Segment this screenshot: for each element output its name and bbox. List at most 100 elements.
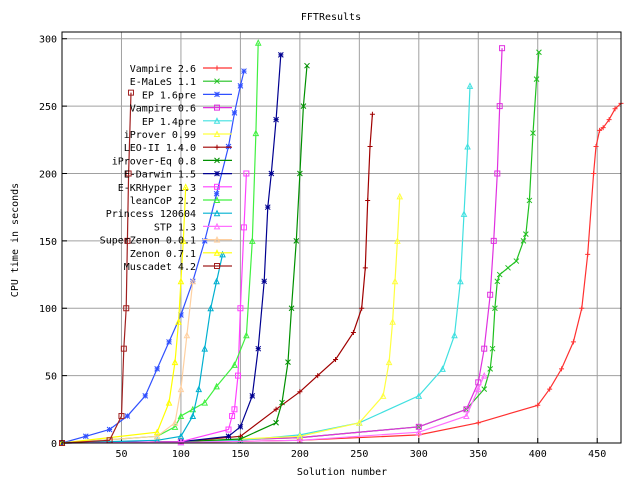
point-triangle — [385, 358, 393, 366]
point-triangle — [389, 318, 396, 325]
legend-label: Vampire 0.6 — [130, 104, 196, 115]
point-triangle — [451, 331, 458, 339]
point-asterisk — [213, 190, 220, 197]
point-triangle — [165, 398, 173, 406]
point-square — [229, 413, 236, 420]
point-x — [279, 399, 285, 406]
point-triangle — [171, 423, 179, 430]
series-line — [61, 173, 247, 444]
point-square — [125, 170, 132, 177]
x-tick-label: 300 — [410, 449, 428, 460]
chart-title: FFTResults — [301, 12, 361, 23]
point-plus — [237, 433, 243, 439]
point-triangle — [396, 192, 404, 200]
point-triangle — [180, 237, 187, 244]
point-triangle — [207, 304, 214, 312]
legend-label: SuperZenon 0.0.1 — [100, 236, 196, 247]
point-x — [494, 278, 501, 285]
point-plus — [579, 305, 585, 311]
series-6 — [58, 192, 404, 446]
point-plus — [273, 406, 279, 412]
point-asterisk — [237, 83, 244, 89]
x-tick-label: 400 — [529, 449, 547, 460]
point-plus — [606, 117, 612, 123]
point-triangle — [213, 209, 221, 217]
point-plus — [369, 111, 375, 117]
point-square — [118, 413, 125, 420]
x-tick-label: 450 — [588, 449, 606, 460]
point-triangle — [189, 277, 197, 285]
point-triangle — [252, 129, 260, 137]
legend: Vampire 2.6 E-MaLeS 1.1 EP 1.6pre Vampire 0… — [100, 64, 232, 273]
legend-label: E-Darwin 1.5 — [124, 170, 196, 181]
point-square — [481, 345, 488, 352]
series-line — [61, 48, 503, 444]
point-triangle — [153, 428, 161, 436]
grid-lines — [62, 32, 621, 443]
point-plus — [612, 106, 618, 112]
point-asterisk — [124, 413, 131, 419]
point-x — [214, 157, 220, 164]
point-x — [285, 359, 291, 366]
point-square — [243, 170, 250, 177]
point-triangle — [213, 249, 221, 256]
point-square — [214, 183, 220, 190]
point-square — [235, 372, 242, 379]
series-3 — [59, 68, 247, 446]
point-triangle — [464, 142, 471, 150]
legend-label: LEO-II 1.4.0 — [124, 143, 196, 154]
point-square — [124, 237, 131, 244]
series-15 — [58, 183, 190, 446]
point-triangle — [177, 438, 185, 446]
legend-label: Zenon 0.7.1 — [130, 249, 196, 260]
point-x — [304, 62, 310, 69]
point-triangle — [379, 392, 387, 399]
point-plus — [214, 144, 220, 150]
point-triangle — [171, 419, 179, 426]
point-triangle — [415, 428, 423, 436]
point-triangle — [254, 39, 262, 46]
point-square — [496, 103, 503, 110]
series-line — [61, 186, 187, 444]
point-square — [240, 224, 247, 231]
legend-label: Vampire 2.6 — [130, 64, 196, 75]
point-x — [505, 264, 511, 271]
point-asterisk — [231, 109, 238, 116]
point-x — [297, 170, 303, 177]
point-triangle — [177, 277, 185, 285]
legend-label: Muscadet 4.2 — [124, 262, 196, 273]
point-asterisk — [214, 91, 220, 98]
point-plus — [365, 197, 371, 203]
point-triangle — [231, 361, 238, 368]
point-triangle — [394, 237, 401, 244]
point-triangle — [415, 392, 423, 399]
point-triangle — [219, 250, 226, 258]
y-tick-label: 300 — [39, 35, 57, 46]
point-x — [522, 231, 529, 237]
point-triangle — [201, 345, 209, 352]
series-layer — [58, 39, 624, 446]
point-square — [225, 426, 232, 433]
point-asterisk — [106, 426, 113, 433]
point-triangle — [189, 412, 197, 420]
y-tick-label: 0 — [51, 439, 57, 450]
series-line — [61, 85, 471, 444]
point-x — [214, 78, 220, 85]
point-asterisk — [249, 392, 256, 399]
series-line — [61, 92, 132, 444]
point-plus — [600, 125, 606, 131]
point-x — [487, 366, 494, 372]
point-plus — [315, 373, 321, 379]
point-triangle — [213, 277, 220, 285]
point-plus — [333, 356, 339, 362]
series-line — [61, 281, 194, 444]
point-triangle — [175, 318, 182, 325]
point-square — [494, 170, 501, 177]
point-triangle — [213, 130, 221, 137]
series-line — [61, 42, 259, 444]
point-square — [499, 45, 506, 52]
point-plus — [559, 366, 565, 372]
point-asterisk — [277, 52, 284, 58]
legend-label: E-MaLeS 1.1 — [130, 77, 196, 88]
point-asterisk — [241, 68, 247, 74]
